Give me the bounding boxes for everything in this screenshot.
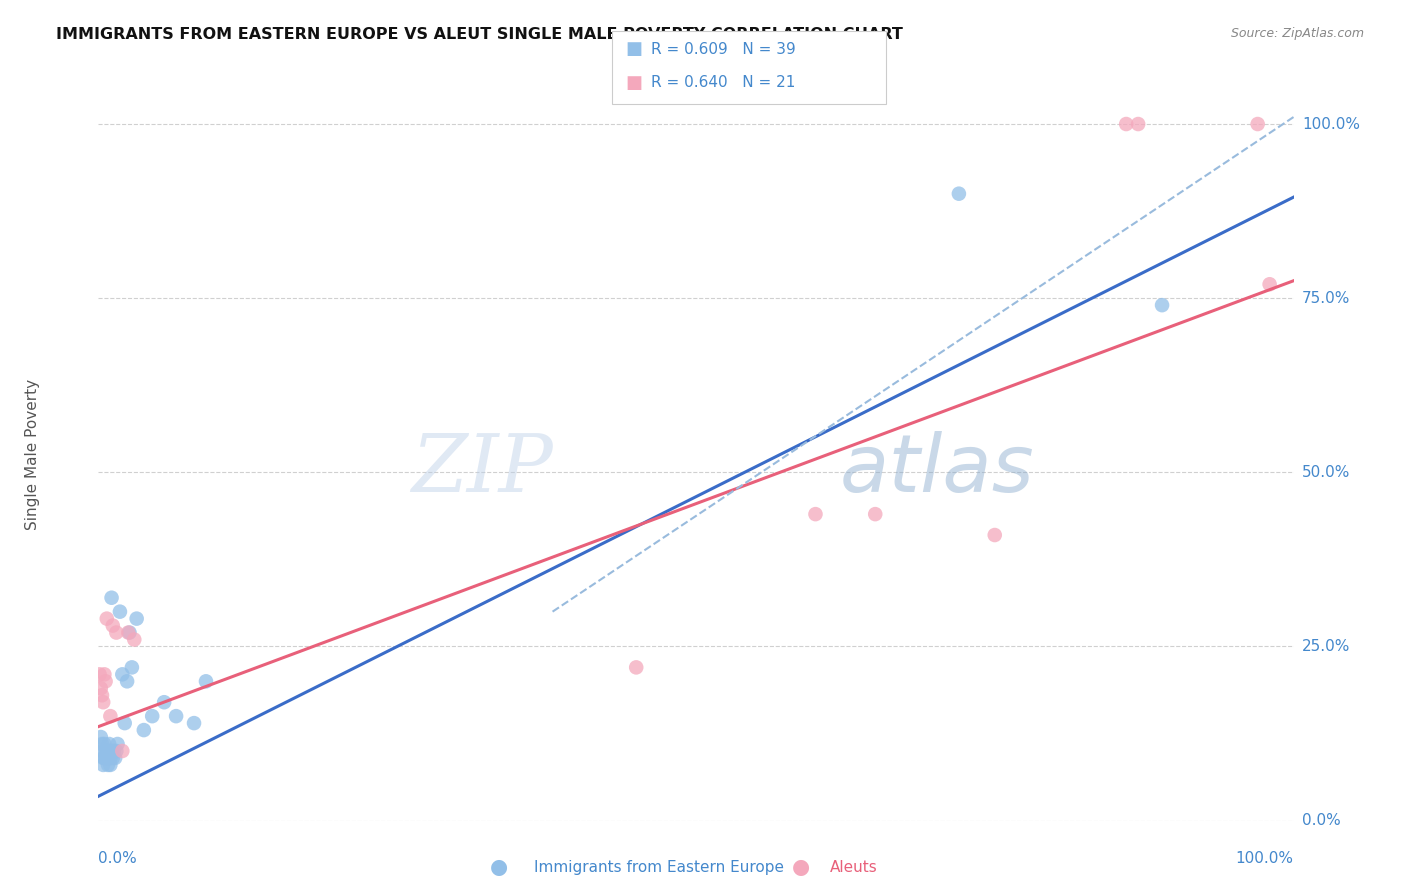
Text: Aleuts: Aleuts [830, 860, 877, 874]
Point [983, 528, 1005, 542]
Text: 100.0%: 100.0% [1302, 117, 1360, 131]
Point [1258, 277, 1281, 292]
Point [93, 667, 115, 681]
Point [97, 751, 120, 765]
Point [948, 186, 970, 201]
Point [94, 744, 117, 758]
Point [105, 625, 128, 640]
Point [94, 751, 117, 765]
Text: 0.0%: 0.0% [98, 851, 138, 866]
Point [1128, 117, 1150, 131]
Text: 75.0%: 75.0% [1302, 291, 1350, 306]
Point [125, 612, 148, 626]
Text: 25.0%: 25.0% [1302, 639, 1350, 654]
Point [98, 751, 122, 765]
Point [804, 507, 827, 521]
Point [91, 758, 114, 772]
Point [115, 674, 138, 689]
Point [124, 632, 146, 647]
Text: IMMIGRANTS FROM EASTERN EUROPE VS ALEUT SINGLE MALE POVERTY CORRELATION CHART: IMMIGRANTS FROM EASTERN EUROPE VS ALEUT … [56, 27, 903, 42]
Text: ●: ● [491, 857, 508, 877]
Point [91, 695, 114, 709]
Point [117, 625, 139, 640]
Point [141, 709, 163, 723]
Point [101, 618, 124, 632]
Text: 0.0%: 0.0% [1302, 814, 1340, 828]
Text: atlas: atlas [839, 431, 1035, 508]
Text: ●: ● [793, 857, 810, 877]
Point [108, 605, 131, 619]
Point [624, 660, 647, 674]
Point [121, 660, 143, 674]
Text: R = 0.640   N = 21: R = 0.640 N = 21 [651, 76, 796, 90]
Text: R = 0.609   N = 39: R = 0.609 N = 39 [651, 42, 796, 56]
Text: ■: ■ [626, 40, 643, 58]
Point [153, 695, 176, 709]
Point [96, 751, 118, 765]
Point [107, 737, 129, 751]
Point [101, 751, 124, 765]
Text: Immigrants from Eastern Europe: Immigrants from Eastern Europe [534, 860, 785, 874]
Text: 50.0%: 50.0% [1302, 465, 1350, 480]
Point [194, 674, 217, 689]
Point [114, 716, 136, 731]
Point [97, 758, 120, 772]
Point [111, 744, 134, 758]
Point [103, 744, 125, 758]
Text: Single Male Poverty: Single Male Poverty [25, 379, 41, 531]
Point [98, 709, 122, 723]
Point [863, 507, 886, 521]
Point [89, 667, 111, 681]
Text: Source: ZipAtlas.com: Source: ZipAtlas.com [1230, 27, 1364, 40]
Text: 100.0%: 100.0% [1236, 851, 1294, 866]
Point [98, 744, 121, 758]
Point [91, 744, 114, 758]
Point [105, 744, 128, 758]
Point [93, 751, 115, 765]
Point [94, 674, 117, 689]
Point [100, 744, 122, 758]
Point [1246, 117, 1268, 131]
Text: ■: ■ [626, 74, 643, 92]
Point [91, 688, 114, 702]
Point [1150, 298, 1173, 312]
Point [132, 723, 155, 737]
Point [90, 730, 112, 744]
Point [104, 751, 127, 765]
Point [98, 737, 121, 751]
Point [91, 751, 114, 765]
Point [183, 716, 205, 731]
Point [93, 737, 115, 751]
Point [90, 681, 112, 696]
Point [1115, 117, 1137, 131]
Point [111, 667, 134, 681]
Point [118, 625, 141, 640]
Text: ZIP: ZIP [411, 431, 553, 508]
Point [96, 744, 118, 758]
Point [91, 737, 114, 751]
Point [165, 709, 187, 723]
Point [100, 591, 122, 605]
Point [96, 612, 118, 626]
Point [98, 758, 122, 772]
